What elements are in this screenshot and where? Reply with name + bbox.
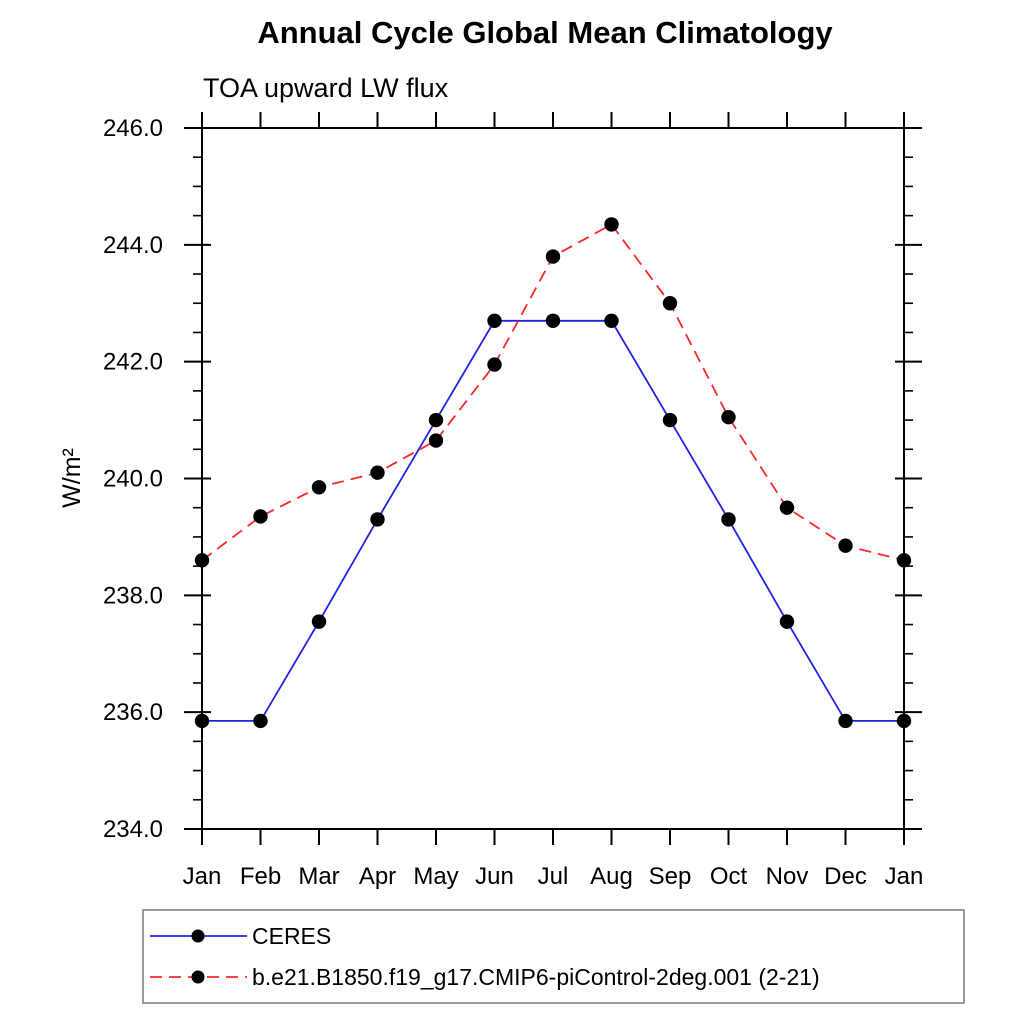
- legend-label-1: b.e21.B1850.f19_g17.CMIP6-piControl-2deg…: [252, 964, 820, 990]
- data-point-marker-1: [779, 500, 795, 515]
- data-point-marker-1: [487, 357, 502, 372]
- chart-subtitle: TOA upward LW flux: [203, 73, 449, 103]
- data-point-marker-0: [545, 313, 561, 328]
- data-point-marker-1: [545, 249, 561, 264]
- data-point-marker-1: [662, 296, 678, 311]
- x-tick-label: Apr: [359, 863, 396, 890]
- y-tick-label: 238.0: [103, 582, 163, 609]
- x-tick-label: Jul: [538, 863, 569, 890]
- data-point-marker-1: [311, 480, 327, 495]
- data-point-marker-1: [604, 217, 619, 232]
- legend: CERES b.e21.B1850.f19_g17.CMIP6-piControl…: [142, 909, 965, 1004]
- data-point-marker-0: [604, 313, 619, 328]
- data-point-marker-1: [370, 465, 385, 480]
- data-point-marker-0: [370, 512, 385, 527]
- y-tick-label: 242.0: [103, 349, 163, 376]
- legend-box: [142, 909, 965, 1004]
- plot-frame: [201, 127, 905, 830]
- series-line-1: [201, 223, 905, 562]
- x-tick-label: Aug: [590, 863, 633, 890]
- data-point-marker-0: [779, 614, 795, 629]
- data-point-marker-1: [194, 553, 210, 568]
- y-tick-label: 246.0: [103, 115, 163, 142]
- x-tick-label: Jan: [183, 863, 222, 890]
- x-tick-label: Dec: [824, 863, 867, 890]
- y-tick-label: 234.0: [103, 816, 163, 843]
- x-tick-label: Jan: [885, 863, 924, 890]
- data-point-marker-0: [253, 713, 268, 729]
- data-point-marker-0: [311, 614, 327, 629]
- data-point-marker-1: [253, 509, 268, 524]
- y-axis-label: W/m²: [58, 448, 86, 508]
- data-point-marker-1: [428, 433, 444, 448]
- y-tick-label: 236.0: [103, 699, 163, 726]
- y-tick-label: 240.0: [103, 466, 163, 493]
- chart-title: Annual Cycle Global Mean Climatology: [257, 15, 833, 50]
- data-point-marker-1: [721, 409, 736, 425]
- data-point-marker-0: [487, 313, 502, 328]
- series-line-0: [202, 319, 904, 722]
- legend-marker-1: [191, 970, 205, 984]
- y-tick-label: 244.0: [103, 232, 163, 259]
- x-tick-label: Jun: [475, 863, 514, 890]
- data-point-marker-0: [428, 412, 444, 428]
- plot-area: 234.0 236.0 238.0 240.0 242.0 244.0 246.0 Jan Fe…: [103, 112, 923, 890]
- x-tick-label: Feb: [240, 863, 281, 890]
- legend-label-0: CERES: [252, 923, 331, 949]
- data-point-marker-0: [896, 713, 912, 729]
- legend-marker-0: [191, 929, 205, 943]
- x-tick-label: Oct: [710, 863, 748, 890]
- x-tick-label: Nov: [766, 863, 809, 890]
- data-point-marker-0: [662, 412, 678, 428]
- data-point-marker-0: [194, 713, 210, 729]
- x-tick-label: Sep: [649, 863, 692, 890]
- data-point-marker-0: [838, 713, 853, 729]
- data-point-marker-1: [838, 538, 853, 553]
- data-point-marker-0: [721, 512, 736, 527]
- data-point-marker-1: [896, 553, 912, 568]
- x-tick-label: Mar: [298, 863, 339, 890]
- x-tick-label: May: [413, 863, 458, 890]
